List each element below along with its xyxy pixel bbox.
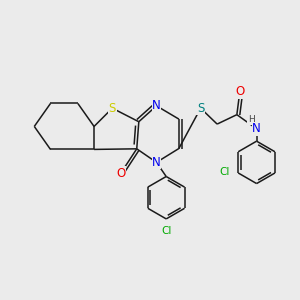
Text: Cl: Cl bbox=[161, 226, 171, 236]
Text: S: S bbox=[109, 102, 116, 115]
Text: N: N bbox=[152, 156, 161, 169]
Text: S: S bbox=[197, 102, 204, 115]
Text: N: N bbox=[152, 99, 161, 112]
Text: H: H bbox=[248, 116, 255, 124]
Text: O: O bbox=[235, 85, 244, 98]
Text: O: O bbox=[116, 167, 125, 180]
Text: Cl: Cl bbox=[219, 167, 229, 177]
Text: N: N bbox=[252, 122, 261, 135]
